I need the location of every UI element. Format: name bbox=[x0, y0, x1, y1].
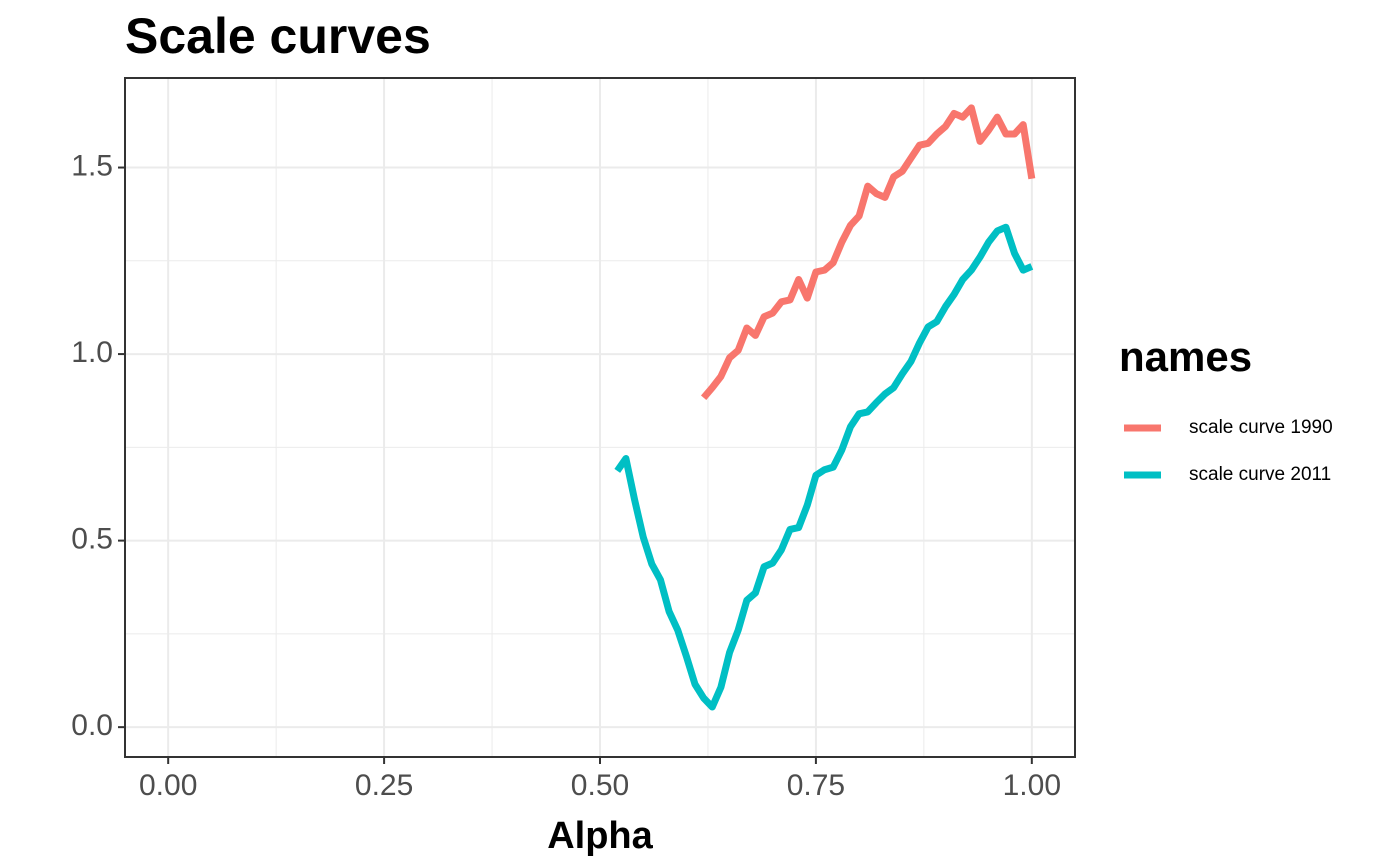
y-tick-label: 0.0 bbox=[71, 709, 113, 742]
x-tick-label: 0.00 bbox=[139, 769, 197, 802]
legend-label: scale curve 2011 bbox=[1189, 464, 1331, 485]
panel-border bbox=[124, 77, 1076, 758]
x-tick-label: 0.25 bbox=[355, 769, 413, 802]
x-tick-label: 1.00 bbox=[1003, 769, 1061, 802]
y-tick-label: 1.0 bbox=[71, 336, 113, 369]
line bbox=[614, 223, 1034, 711]
x-axis-title: Alpha bbox=[547, 815, 653, 857]
y-tick-label: 1.5 bbox=[71, 149, 113, 182]
legend-label: scale curve 1990 bbox=[1189, 417, 1333, 438]
legend-title: names bbox=[1119, 333, 1252, 380]
chart-title: Scale curves bbox=[125, 8, 431, 64]
line bbox=[700, 104, 1036, 401]
x-tick-label: 0.50 bbox=[571, 769, 629, 802]
x-tick-label: 0.75 bbox=[787, 769, 845, 802]
y-tick-label: 0.5 bbox=[71, 523, 113, 556]
